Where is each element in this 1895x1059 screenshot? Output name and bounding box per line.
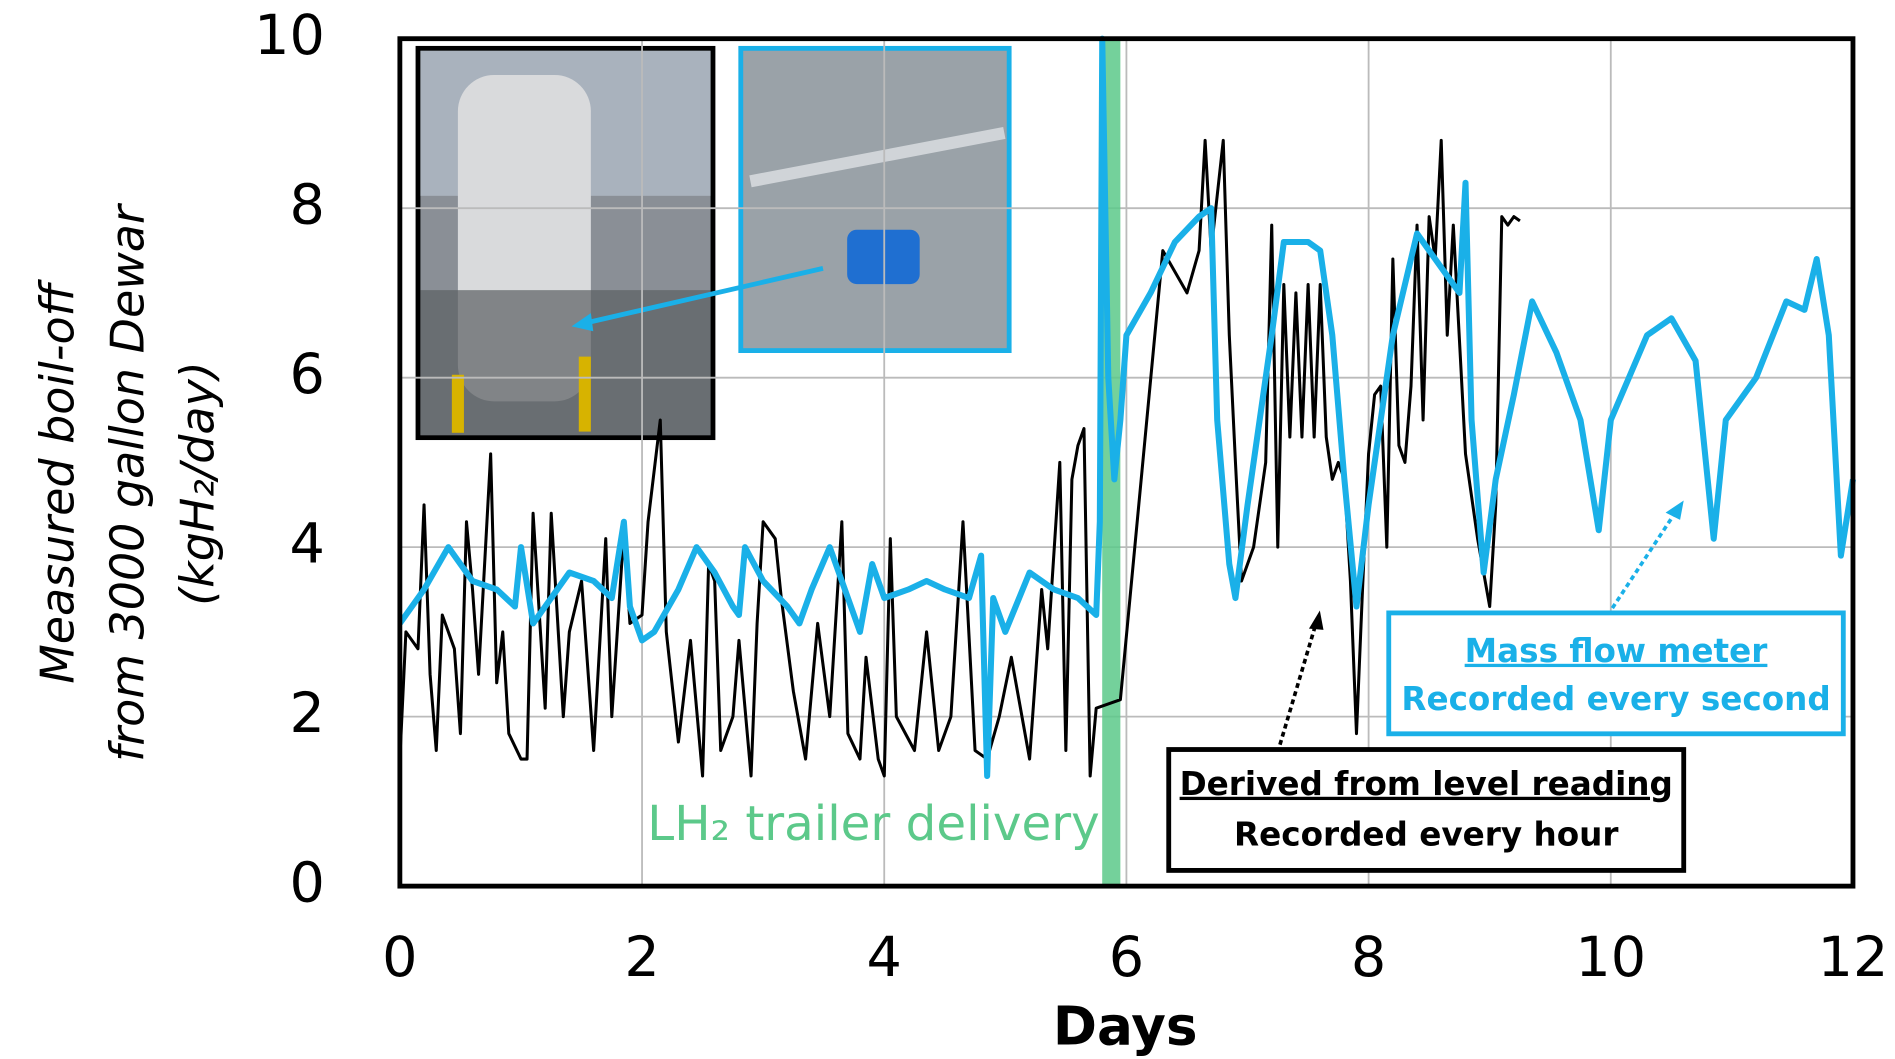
y-tick-label: 4 [290,511,325,576]
legend-pointer-head [1666,500,1684,519]
photo-dewar [418,48,713,437]
y-axis-label-line: (kgH₂/day) [171,361,225,605]
y-tick-label: 6 [290,342,325,407]
legend-note: Recorded every second [1401,680,1830,718]
x-tick-label: 12 [1818,925,1889,990]
y-tick-label: 10 [254,3,325,68]
chart: Mass flow meter Recorded every second De… [0,0,1895,1059]
x-tick-label: 10 [1575,925,1646,990]
y-axis-label-line: from 3000 gallon Dewar [101,202,155,762]
x-axis-label: Days [1053,996,1198,1058]
x-tick-label: 4 [867,925,902,990]
x-tick-label: 8 [1351,925,1386,990]
legend-pointer-head [1309,610,1324,629]
photo-meter [741,48,1009,350]
y-tick-label: 2 [290,681,325,746]
x-tick-label: 2 [624,925,659,990]
x-tick-label: 6 [1109,925,1144,990]
y-axis-label: Measured boil-off from 3000 gallon Dewar (… [30,202,224,762]
legend-pointer [1280,623,1316,745]
legend-name: Derived from level reading [1180,765,1673,803]
legend-name: Mass flow meter [1465,632,1768,670]
y-axis-label-line: Measured boil-off [30,278,84,683]
legend-pointer [1612,513,1675,609]
x-tick-label: 0 [382,925,417,990]
y-tick-label: 0 [290,850,325,915]
y-tick-label: 8 [290,172,325,237]
legend-note: Recorded every hour [1234,816,1618,854]
annotation: LH₂ trailer delivery [647,796,1099,852]
